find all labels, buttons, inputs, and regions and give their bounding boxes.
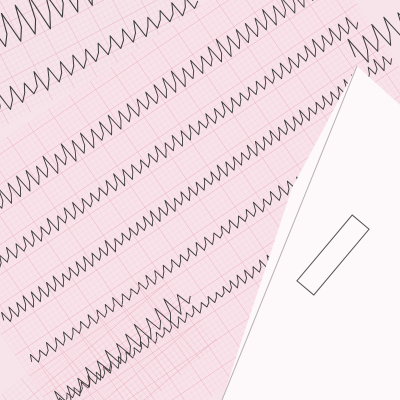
- ecg-trace: [0, 16, 359, 280]
- ecg-trace: [1, 55, 392, 322]
- corner-sheet: [0, 0, 208, 150]
- ecg-trace: [0, 0, 178, 84]
- sheet-edge: [221, 65, 358, 400]
- ecg-trace: [24, 294, 191, 400]
- white-sheet: [222, 66, 400, 400]
- stamp-box: [296, 214, 370, 296]
- ecg-trace: [0, 0, 332, 241]
- grid-paper: [0, 0, 208, 150]
- ecg-trace: [0, 0, 199, 135]
- bottom-trace-group: [24, 294, 191, 400]
